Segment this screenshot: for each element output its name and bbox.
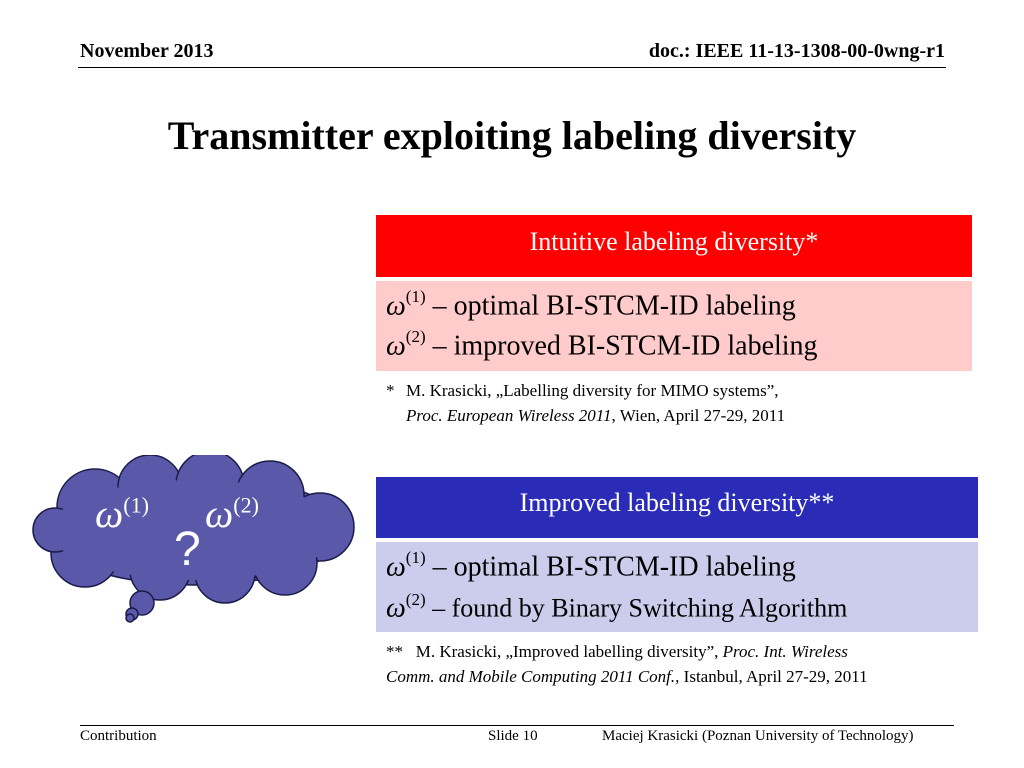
footnote-line-1: M. Krasicki, „Labelling diversity for MI… — [406, 381, 779, 400]
item-text: – found by Binary Switching Algorithm — [425, 593, 848, 623]
cloud-omega-2: ω(2) — [205, 491, 259, 536]
improved-body-box: ω(1) – optimal BI-STCM-ID labeling ω(2) … — [376, 542, 978, 632]
footnote-date: , Wien, April 27-29, 2011 — [611, 406, 786, 425]
item-superscript: (1) — [405, 287, 426, 306]
item-text: – improved BI-STCM-ID labeling — [425, 330, 818, 362]
intuitive-item-1: ω(1) – optimal BI-STCM-ID labeling — [386, 287, 796, 322]
footnote-venue-end: Comm. and Mobile Computing 2011 Conf. — [386, 667, 676, 686]
item-text: – optimal BI-STCM-ID labeling — [425, 290, 796, 322]
improved-footnote: ** M. Krasicki, „Improved labelling dive… — [386, 639, 868, 689]
footnote-marker: * — [386, 381, 395, 400]
omega-symbol: ω — [386, 551, 406, 583]
improved-item-2: ω(2) – found by Binary Switching Algorit… — [386, 590, 848, 625]
footnote-venue: Proc. European Wireless 2011 — [406, 406, 612, 425]
improved-heading: Improved labeling diversity** — [519, 488, 835, 517]
intuitive-footnote: * M. Krasicki, „Labelling diversity for M… — [386, 378, 785, 428]
cloud-omega-1: ω(1) — [95, 491, 149, 536]
footer-left: Contribution — [80, 728, 157, 744]
header-divider — [78, 67, 946, 68]
slide-title: Transmitter exploiting labeling diversit… — [167, 113, 857, 158]
omega-symbol: ω — [386, 592, 406, 624]
footnote-marker: ** — [386, 642, 403, 661]
item-superscript: (2) — [405, 590, 426, 609]
item-text: – optimal BI-STCM-ID labeling — [425, 551, 796, 583]
intuitive-body-box: ω(1) – optimal BI-STCM-ID labeling ω(2) … — [376, 281, 972, 371]
header-doc-id: doc.: IEEE 11-13-1308-00-0wng-r1 — [648, 40, 945, 62]
footer-author: Maciej Krasicki (Poznan University of Te… — [602, 728, 914, 744]
thought-cloud — [32, 455, 355, 623]
intuitive-item-2: ω(2) – improved BI-STCM-ID labeling — [386, 327, 818, 362]
footnote-text: M. Krasicki, „Labelling diversity for MI… — [406, 378, 785, 428]
item-superscript: (1) — [405, 548, 426, 567]
footer-slide-number: Slide 10 — [488, 728, 538, 744]
footnote-date: , Istanbul, April 27-29, 2011 — [675, 667, 868, 686]
footer-divider — [80, 725, 954, 726]
footnote-venue-start: Proc. Int. Wireless — [722, 642, 848, 661]
footnote-line-1: M. Krasicki, „Improved labelling diversi… — [415, 642, 723, 661]
intuitive-heading: Intuitive labeling diversity* — [529, 227, 819, 256]
intuitive-heading-box: Intuitive labeling diversity* — [376, 215, 972, 277]
omega-symbol: ω — [386, 330, 406, 362]
improved-item-1: ω(1) – optimal BI-STCM-ID labeling — [386, 548, 796, 583]
improved-heading-box: Improved labeling diversity** — [376, 477, 978, 538]
item-superscript: (2) — [405, 327, 426, 346]
omega-symbol: ω — [386, 290, 406, 322]
cloud-question-mark: ? — [174, 523, 201, 576]
header-date: November 2013 — [80, 40, 214, 62]
